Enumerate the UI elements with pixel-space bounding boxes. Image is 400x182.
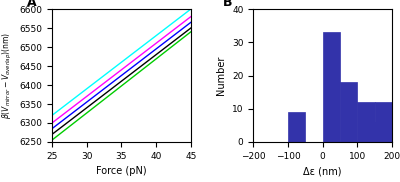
X-axis label: Force (pN): Force (pN): [96, 166, 147, 176]
Bar: [357, 102, 375, 142]
Text: B: B: [223, 0, 232, 9]
Y-axis label: Number: Number: [216, 56, 226, 95]
Bar: [375, 102, 392, 142]
Y-axis label: $\beta(V_{mirror}-V_{overlap})$(nm): $\beta(V_{mirror}-V_{overlap})$(nm): [1, 32, 14, 119]
Text: A: A: [27, 0, 37, 9]
Bar: [323, 32, 340, 142]
X-axis label: Δε (nm): Δε (nm): [303, 166, 342, 176]
Bar: [375, 122, 392, 142]
Bar: [340, 82, 357, 142]
Bar: [288, 112, 305, 142]
